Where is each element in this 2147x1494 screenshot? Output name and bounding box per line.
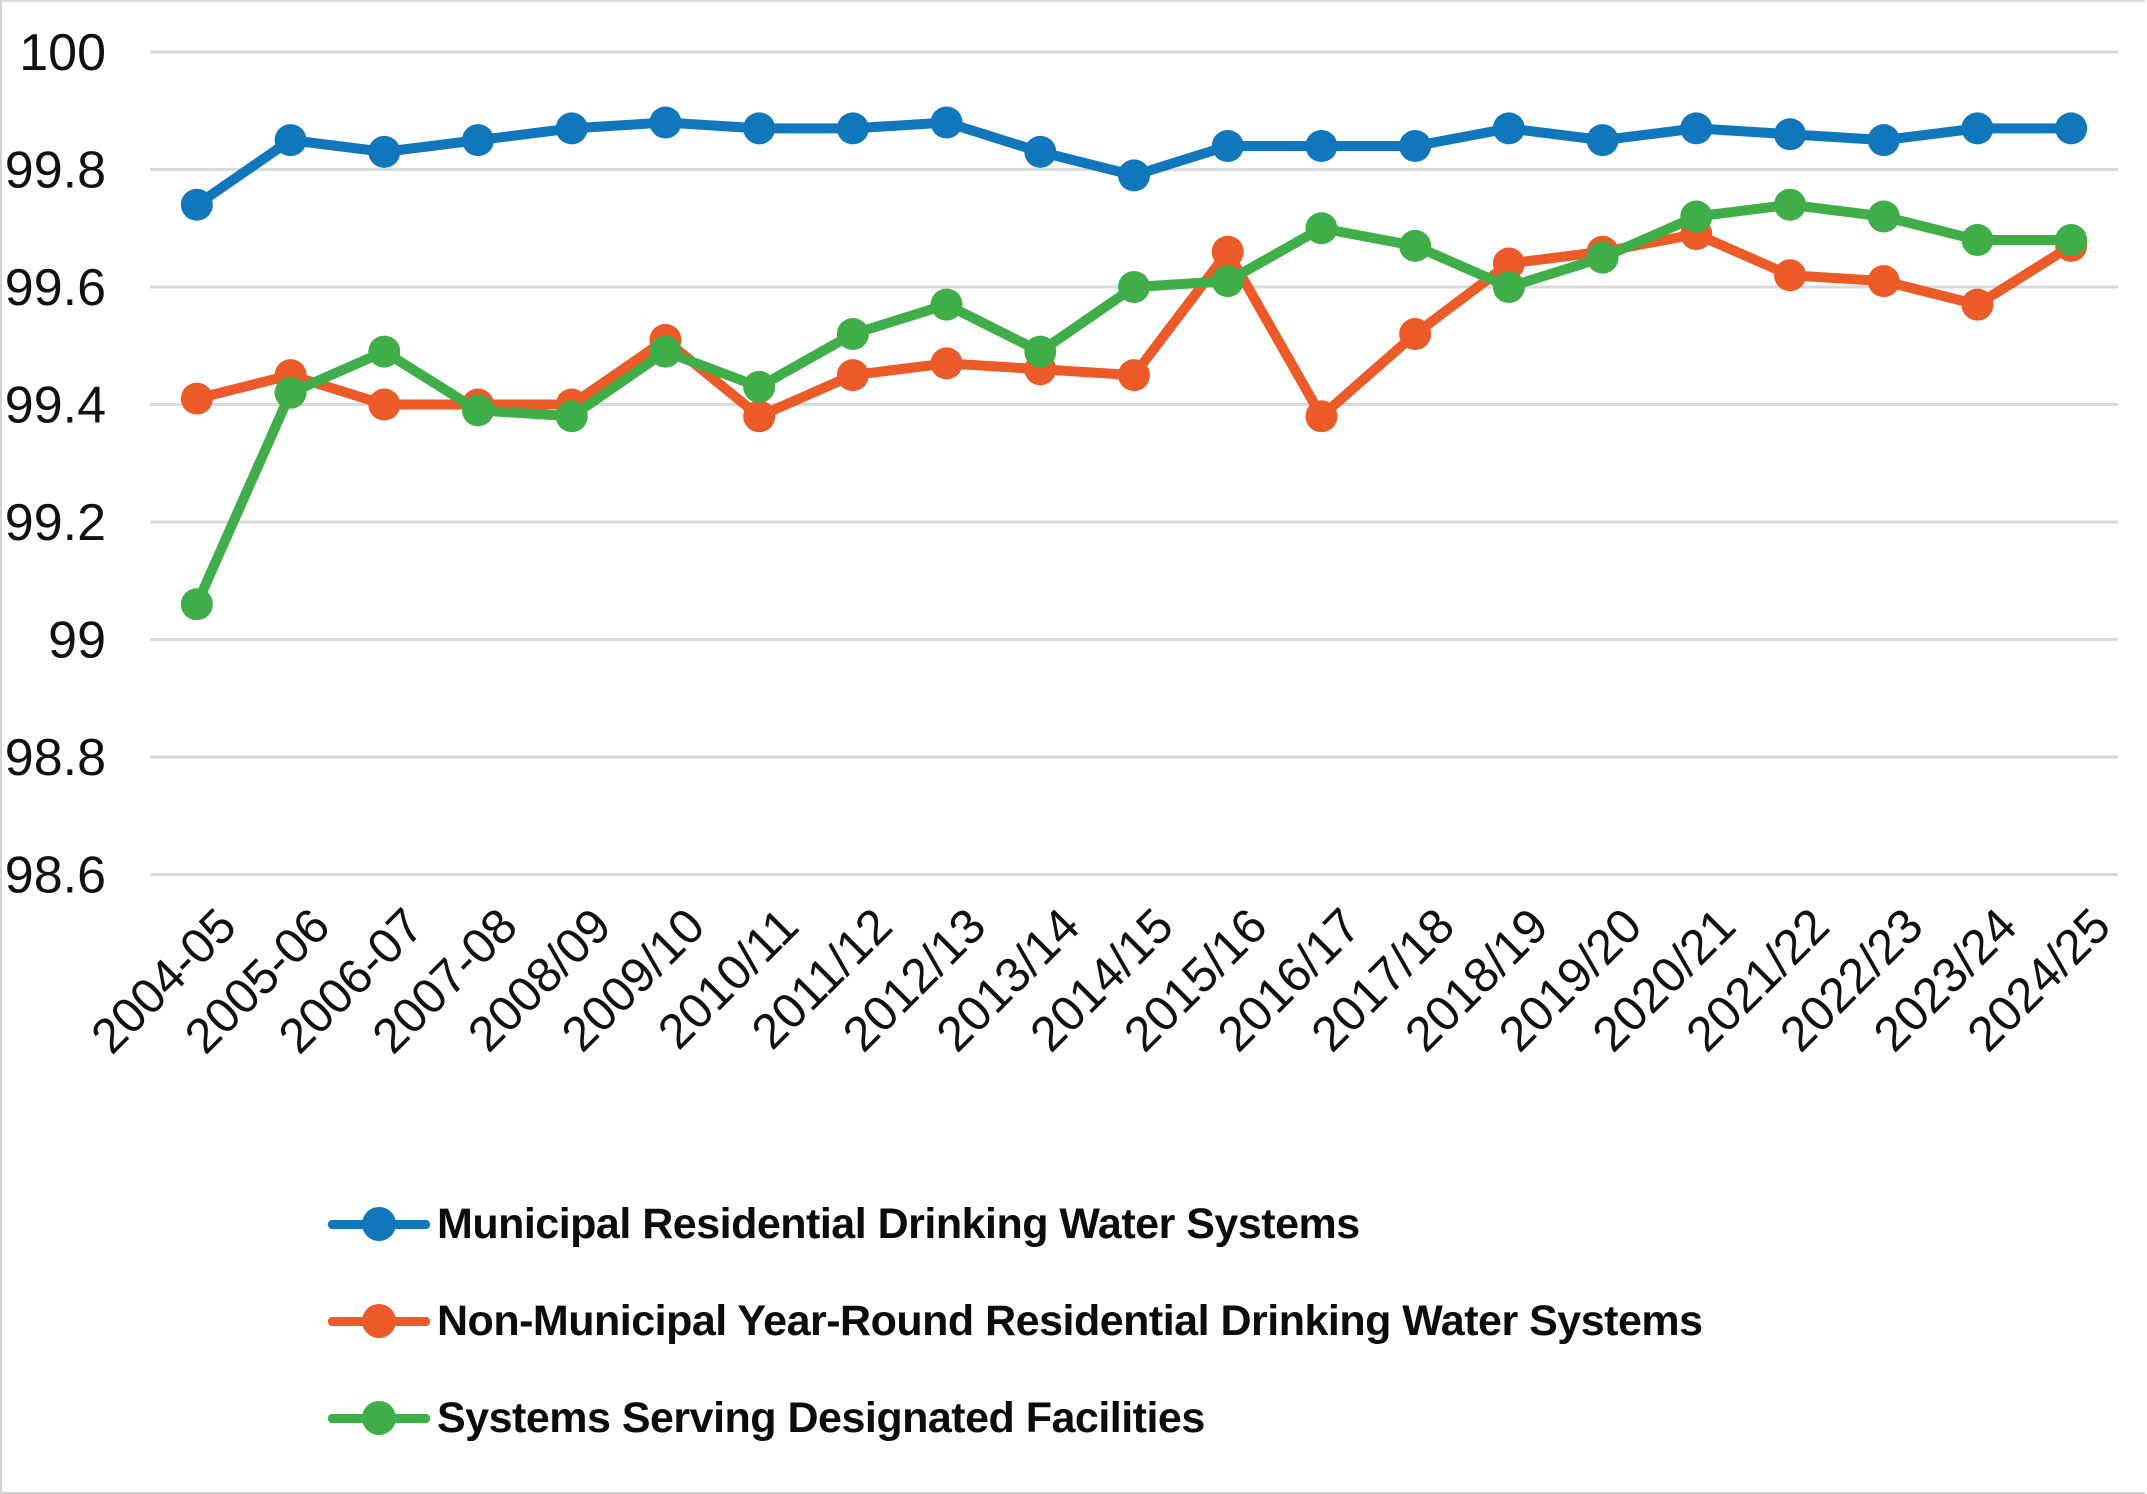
legend-label-municipal: Municipal Residential Drinking Water Sys… xyxy=(437,1199,1360,1248)
data-point xyxy=(180,588,213,621)
legend-marker-non-municipal-icon xyxy=(328,1303,430,1339)
data-point xyxy=(1305,400,1338,433)
data-point xyxy=(1867,200,1900,233)
data-point xyxy=(836,112,869,145)
y-tick-label: 100 xyxy=(19,24,106,82)
data-point xyxy=(555,112,588,145)
data-point xyxy=(1399,318,1432,350)
data-point xyxy=(1774,188,1806,221)
y-tick-label: 99 xyxy=(48,612,106,670)
y-tick-label: 99.6 xyxy=(5,259,106,317)
data-point xyxy=(1399,130,1432,162)
data-point xyxy=(836,359,869,392)
data-point xyxy=(2055,112,2088,145)
data-point xyxy=(930,106,963,139)
data-point xyxy=(1774,118,1806,151)
data-point xyxy=(649,106,682,139)
data-point xyxy=(1211,265,1244,298)
legend-item-designated-facilities: Systems Serving Designated Facilities xyxy=(328,1394,1703,1442)
legend-label-designated-facilities: Systems Serving Designated Facilities xyxy=(437,1393,1205,1442)
data-point xyxy=(274,124,307,157)
data-point xyxy=(1961,224,1994,256)
x-axis-tick-labels: 2004-052005-062006-072007-082008/092009/… xyxy=(81,899,2121,1064)
y-tick-label: 98.8 xyxy=(5,729,106,787)
legend-label-non-municipal: Non-Municipal Year-Round Residential Dri… xyxy=(437,1296,1703,1345)
y-tick-label: 99.4 xyxy=(5,377,106,435)
y-tick-label: 98.6 xyxy=(5,847,106,905)
data-point xyxy=(1024,135,1057,168)
line-chart-canvas: 100 99.8 99.6 99.4 99.2 99 98.8 98.62004-052005… xyxy=(5,24,2121,1064)
data-point xyxy=(1492,247,1525,280)
data-point xyxy=(930,347,963,380)
data-point xyxy=(1211,130,1244,162)
data-point xyxy=(274,376,307,409)
series-0 xyxy=(180,106,2088,221)
data-point xyxy=(1399,229,1432,262)
data-point xyxy=(2055,224,2088,256)
data-point xyxy=(743,400,776,433)
data-point xyxy=(743,112,776,145)
y-axis-tick-labels: 100 99.8 99.6 99.4 99.2 99 98.8 98.6 xyxy=(5,24,106,905)
data-point xyxy=(1774,259,1806,292)
data-point xyxy=(555,400,588,433)
data-point xyxy=(1305,130,1338,162)
data-point xyxy=(462,124,494,157)
data-point xyxy=(180,188,213,221)
y-tick-label: 99.8 xyxy=(5,142,106,200)
series-2 xyxy=(180,188,2088,621)
data-point xyxy=(1961,112,1994,145)
y-tick-label: 99.2 xyxy=(5,494,106,552)
data-point xyxy=(368,135,401,168)
data-point xyxy=(1961,288,1994,321)
data-point xyxy=(836,318,869,350)
data-point xyxy=(930,288,963,321)
data-point xyxy=(1680,200,1713,233)
data-point xyxy=(1211,235,1244,268)
legend: Municipal Residential Drinking Water Sys… xyxy=(328,1200,1703,1442)
data-point xyxy=(368,335,401,368)
data-point xyxy=(1024,335,1057,368)
data-point xyxy=(1586,241,1619,274)
data-point xyxy=(1586,124,1619,157)
data-point xyxy=(1492,112,1525,145)
data-point xyxy=(1118,359,1150,392)
legend-item-municipal: Municipal Residential Drinking Water Sys… xyxy=(328,1200,1703,1248)
legend-marker-municipal-icon xyxy=(328,1206,430,1242)
data-point xyxy=(1492,271,1525,303)
data-point xyxy=(1305,212,1338,245)
data-point xyxy=(1118,159,1150,192)
legend-marker-designated-facilities-icon xyxy=(328,1400,430,1436)
legend-item-non-municipal: Non-Municipal Year-Round Residential Dri… xyxy=(328,1297,1703,1345)
data-point xyxy=(743,370,776,403)
data-point xyxy=(1118,271,1150,303)
data-point xyxy=(180,382,213,415)
data-point xyxy=(1867,124,1900,157)
data-point xyxy=(649,335,682,368)
data-point xyxy=(368,388,401,421)
data-point xyxy=(462,394,494,427)
data-point xyxy=(1867,265,1900,298)
data-point xyxy=(1680,112,1713,145)
